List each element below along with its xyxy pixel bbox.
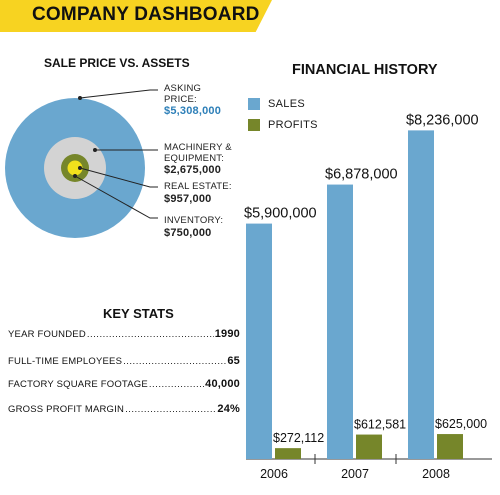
inventory-ring	[67, 160, 83, 176]
stat-label: GROSS PROFIT MARGIN	[8, 404, 125, 415]
data-label-sales-2006: $5,900,000	[244, 206, 317, 222]
stat-value: 65	[227, 355, 240, 367]
stat-value: 1990	[214, 328, 240, 340]
legend-item-profits: PROFITS	[248, 119, 318, 131]
asking-price-callout: ASKING PRICE: $5,308,000	[164, 83, 222, 117]
bar-profits-2006	[275, 448, 301, 459]
legend-swatch-profits	[248, 119, 260, 131]
dot-leader	[149, 379, 204, 390]
asset-rings	[5, 98, 145, 238]
machinery-callout: MACHINERY & EQUIPMENT: $2,675,000	[164, 142, 232, 176]
machinery-label-1: MACHINERY &	[164, 142, 232, 153]
data-label-sales-2008: $8,236,000	[406, 112, 479, 128]
data-label-sales-2007: $6,878,000	[325, 167, 398, 183]
stat-label: YEAR FOUNDED	[8, 329, 86, 340]
legend-swatch-sales	[248, 98, 260, 110]
data-label-profits-2007: $612,581	[354, 418, 406, 432]
x-tick-label-2008: 2008	[422, 467, 450, 481]
asking-price-label-1: ASKING	[164, 83, 202, 94]
real-estate-callout: REAL ESTATE: $957,000	[164, 181, 232, 205]
machinery-label-2: EQUIPMENT:	[164, 152, 225, 164]
stat-row-gross-margin: GROSS PROFIT MARGIN 24%	[8, 403, 240, 415]
dot-leader	[123, 356, 226, 367]
machinery-dot	[93, 148, 97, 152]
legend-label-profits: PROFITS	[268, 119, 318, 131]
asking-price-dot	[78, 96, 82, 100]
machinery-value: $2,675,000	[164, 164, 222, 176]
stat-label: FACTORY SQUARE FOOTAGE	[8, 379, 148, 390]
real-estate-dot	[78, 166, 82, 170]
stat-row-employees: FULL-TIME EMPLOYEES 65	[8, 355, 240, 367]
stat-value: 24%	[217, 403, 240, 415]
dashboard-title: COMPANY DASHBOARD	[32, 4, 260, 25]
x-tick-label-2007: 2007	[341, 467, 369, 481]
legend-item-sales: SALES	[248, 98, 305, 110]
data-label-profits-2008: $625,000	[435, 417, 487, 431]
stat-label: FULL-TIME EMPLOYEES	[8, 356, 123, 367]
financial-history-chart: $5,900,000 $272,112 2006 $6,878,000 $612,581…	[244, 112, 492, 481]
real-estate-value: $957,000	[164, 192, 212, 205]
stat-row-square-footage: FACTORY SQUARE FOOTAGE 40,000	[8, 378, 240, 390]
inventory-leader	[74, 175, 158, 219]
real-estate-label: REAL ESTATE:	[164, 181, 232, 192]
asking-price-leader	[79, 89, 158, 99]
bar-sales-2008	[408, 130, 434, 459]
asking-price-label-2: PRICE:	[164, 93, 197, 105]
header-banner	[0, 0, 272, 32]
real-estate-leader	[79, 167, 158, 188]
chart-title: FINANCIAL HISTORY	[292, 62, 438, 78]
inventory-value: $750,000	[164, 226, 212, 239]
key-stats-title: KEY STATS	[103, 306, 174, 321]
stat-value: 40,000	[205, 378, 240, 390]
bar-profits-2007	[356, 434, 382, 459]
x-tick-label-2006: 2006	[260, 467, 288, 481]
bar-profits-2008	[437, 434, 463, 459]
dot-leader	[125, 404, 216, 415]
legend-label-sales: SALES	[268, 98, 305, 110]
dot-leader	[87, 329, 214, 340]
stat-row-year-founded: YEAR FOUNDED 1990	[8, 328, 240, 340]
data-label-profits-2006: $272,112	[273, 431, 324, 445]
bar-sales-2006	[246, 223, 272, 459]
sale-price-title: SALE PRICE VS. ASSETS	[44, 56, 190, 70]
asking-price-value: $5,308,000	[164, 105, 222, 117]
inventory-label: INVENTORY:	[164, 215, 224, 226]
bar-sales-2007	[327, 184, 353, 459]
inventory-callout: INVENTORY: $750,000	[164, 215, 224, 239]
inventory-dot	[73, 174, 77, 178]
